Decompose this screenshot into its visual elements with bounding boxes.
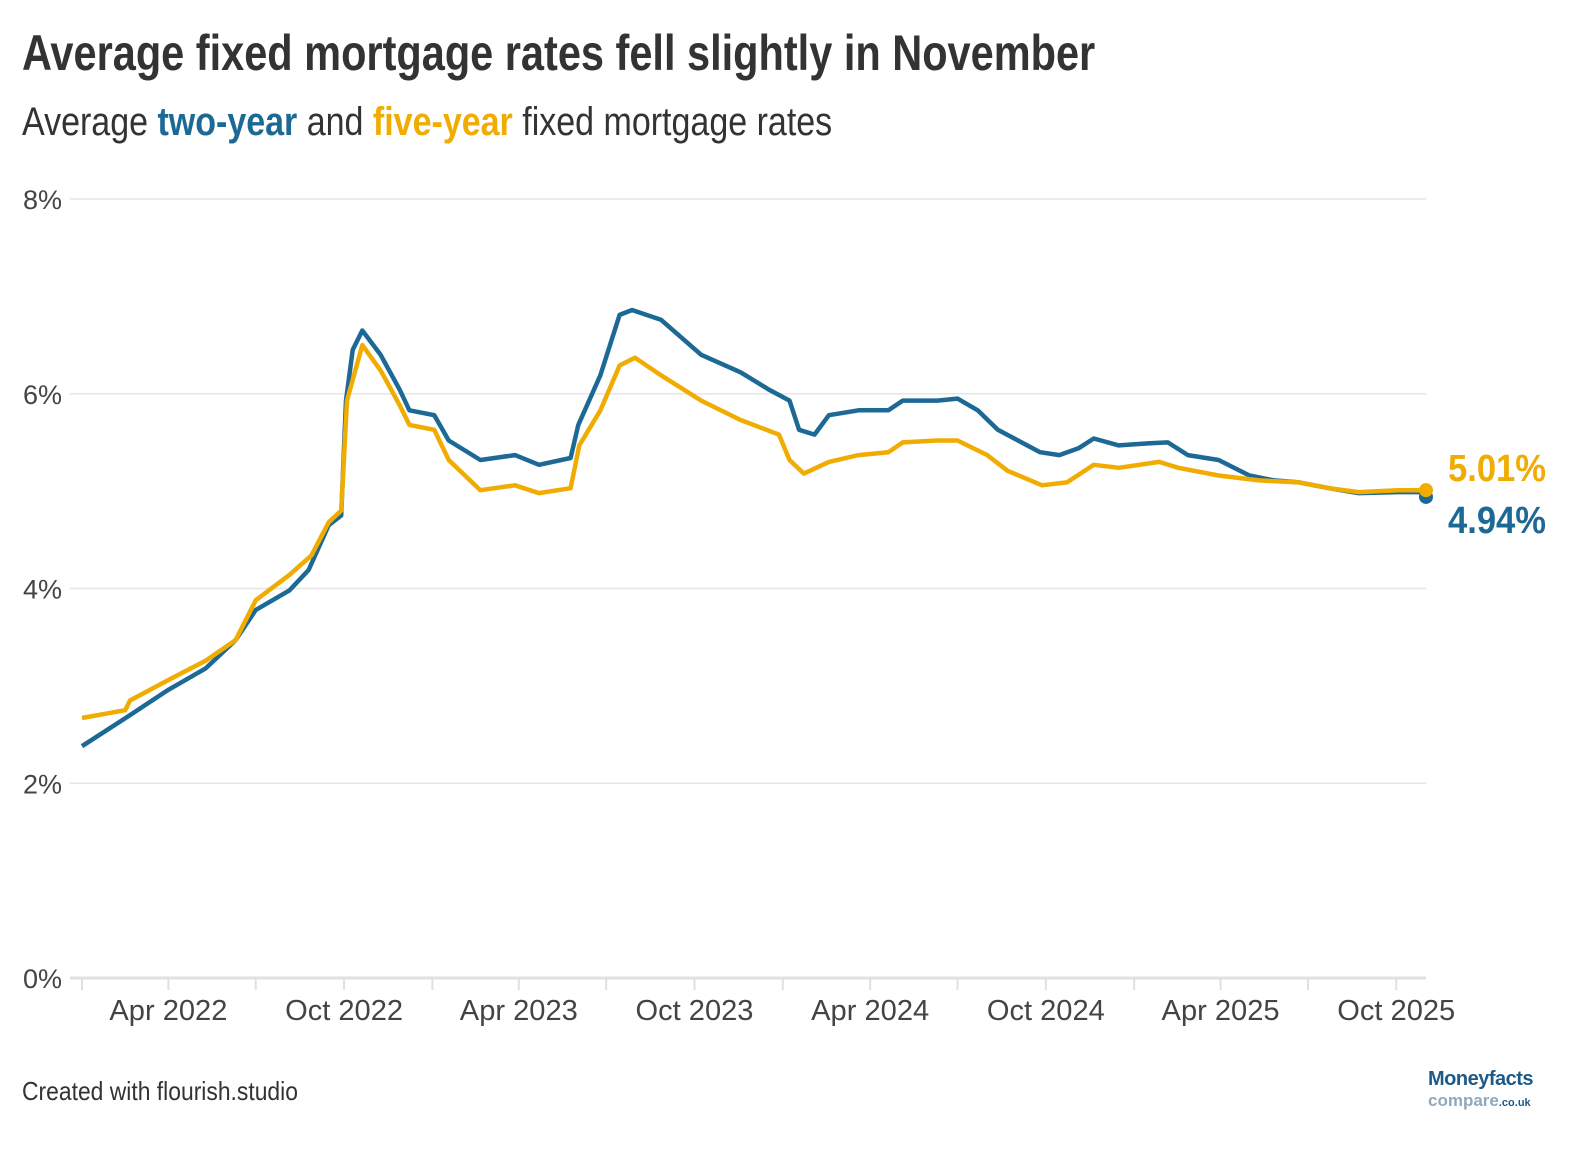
x-tick-label: Apr 2022	[109, 995, 227, 1027]
subtitle-mid: and	[297, 100, 373, 144]
y-tick-label: 0%	[23, 964, 62, 994]
logo-sub-text: compare	[1428, 1091, 1499, 1110]
end-label-two-year: 4.94%	[1448, 500, 1546, 542]
subtitle-pre: Average	[22, 100, 158, 144]
y-tick-label: 2%	[23, 769, 62, 799]
x-tick-label: Oct 2023	[635, 995, 753, 1027]
y-tick-label: 4%	[23, 575, 62, 605]
subtitle-post: fixed mortgage rates	[512, 100, 833, 144]
x-tick-label: Oct 2024	[987, 995, 1105, 1027]
logo-main: Moneyfacts	[1428, 1068, 1534, 1090]
x-tick-label: Apr 2024	[811, 995, 929, 1027]
moneyfacts-logo: Moneyfacts compare.co.uk	[1428, 1068, 1534, 1113]
subtitle-five-year: five-year	[372, 100, 513, 144]
series-line-two-year	[80, 307, 1428, 749]
y-tick-label: 8%	[23, 185, 62, 215]
chart-title: Average fixed mortgage rates fell slight…	[22, 25, 1096, 81]
end-point-five-year	[1419, 483, 1433, 498]
x-tick-label: Oct 2025	[1337, 995, 1455, 1027]
y-tick-label: 6%	[23, 380, 62, 410]
logo-sub: compare.co.uk	[1428, 1091, 1533, 1113]
chart-subtitle: Average two-year and five-year fixed mor…	[22, 100, 832, 145]
x-tick-label: Oct 2022	[285, 995, 403, 1027]
series-line-five-year	[81, 342, 1426, 721]
credit-text[interactable]: Created with flourish.studio	[22, 1076, 298, 1106]
subtitle-two-year: two-year	[157, 100, 298, 144]
end-label-five-year: 5.01%	[1448, 448, 1546, 490]
x-tick-label: Apr 2023	[460, 995, 578, 1027]
x-tick-label: Apr 2025	[1162, 995, 1280, 1027]
logo-tld: .co.uk	[1498, 1097, 1531, 1109]
